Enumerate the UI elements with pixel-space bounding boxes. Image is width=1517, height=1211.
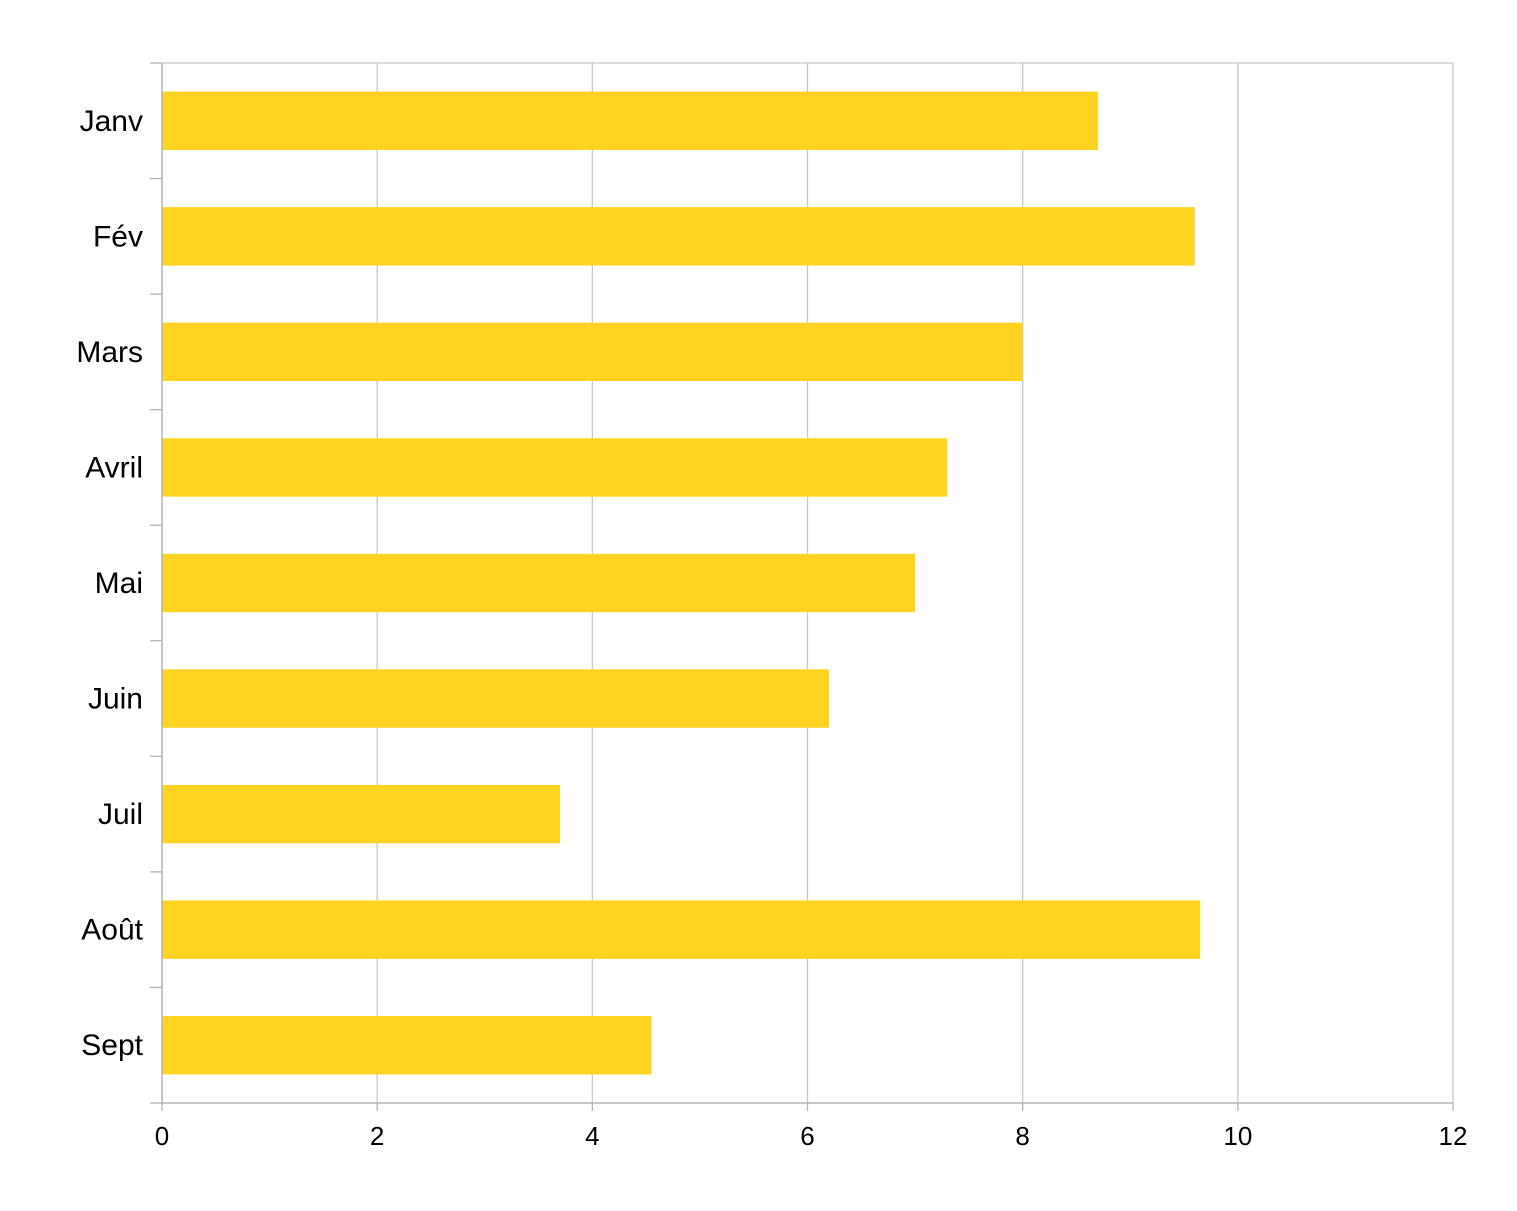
bar-Janv (162, 91, 1098, 150)
bar-Mars (162, 322, 1023, 382)
x-tick-label: 8 (1015, 1121, 1029, 1151)
y-axis-labels: Janv Fév Mars Avril Mai Juin Juil Août Sept (76, 105, 143, 1062)
axes (150, 62, 1454, 1111)
y-tick-label: Mai (95, 567, 143, 600)
y-tick-label: Août (81, 914, 143, 947)
bars (162, 91, 1201, 1075)
y-tick-label: Avril (85, 451, 143, 484)
y-tick-label: Juin (88, 683, 143, 716)
bar-Juil (162, 784, 561, 844)
bar-Fév (162, 207, 1195, 266)
x-tick-label: 12 (1439, 1121, 1468, 1151)
x-tick-label: 0 (155, 1121, 169, 1151)
x-tick-label: 10 (1223, 1121, 1252, 1151)
x-tick-label: 6 (800, 1121, 814, 1151)
x-tick-label: 4 (585, 1121, 599, 1151)
x-tick-label: 2 (370, 1121, 384, 1151)
bar-Mai (162, 553, 916, 613)
y-tick-label: Juil (98, 798, 143, 831)
y-tick-label: Sept (81, 1029, 143, 1062)
bar-Août (162, 900, 1201, 959)
bar-Juin (162, 669, 830, 728)
y-tick-label: Janv (80, 105, 143, 138)
y-tick-label: Mars (76, 336, 143, 369)
bar-Avril (162, 438, 948, 497)
y-tick-label: Fév (93, 220, 143, 253)
x-axis-labels: 0 2 4 6 8 10 12 (155, 1121, 1468, 1151)
bar-Sept (162, 1016, 652, 1075)
